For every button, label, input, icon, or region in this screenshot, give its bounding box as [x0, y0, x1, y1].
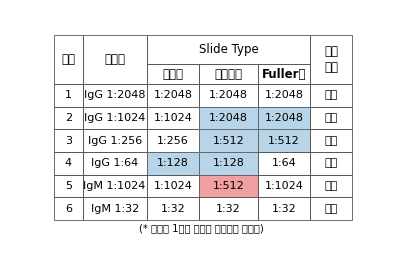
- Bar: [257, 129, 310, 152]
- Bar: [83, 107, 147, 129]
- Bar: [310, 175, 352, 197]
- Bar: [199, 107, 257, 129]
- Text: 합격: 합격: [325, 113, 338, 123]
- Bar: [147, 175, 199, 197]
- Text: (* 항체가 1단계 차이는 합격으로 판정함): (* 항체가 1단계 차이는 합격으로 판정함): [139, 223, 264, 233]
- Text: 1:512: 1:512: [213, 136, 244, 146]
- Text: 4: 4: [65, 158, 72, 168]
- Text: 1:2048: 1:2048: [264, 91, 303, 100]
- Bar: [199, 84, 257, 107]
- Bar: [257, 129, 310, 152]
- Bar: [83, 197, 147, 220]
- Text: 합격: 합격: [325, 181, 338, 191]
- Text: 3: 3: [65, 136, 72, 146]
- Bar: [199, 152, 257, 175]
- Text: 5: 5: [65, 181, 72, 191]
- Text: 합격: 합격: [325, 91, 338, 100]
- Text: 1:2048: 1:2048: [264, 113, 303, 123]
- Bar: [199, 129, 257, 152]
- Bar: [199, 64, 257, 84]
- Text: Fuller사: Fuller사: [262, 68, 306, 81]
- Bar: [310, 152, 352, 175]
- Text: 2: 2: [65, 113, 72, 123]
- Bar: [199, 175, 257, 197]
- Bar: [147, 35, 310, 64]
- Text: IgG 1:1024: IgG 1:1024: [84, 113, 145, 123]
- Text: 1:1024: 1:1024: [264, 181, 303, 191]
- Bar: [257, 152, 310, 175]
- Bar: [199, 107, 257, 129]
- Text: 합격: 합격: [325, 158, 338, 168]
- Bar: [310, 129, 352, 152]
- Bar: [83, 152, 147, 175]
- Bar: [310, 84, 352, 107]
- Bar: [257, 107, 310, 129]
- Bar: [83, 129, 147, 152]
- Bar: [147, 129, 199, 152]
- Text: 항체가: 항체가: [104, 53, 125, 66]
- Bar: [54, 152, 83, 175]
- Bar: [199, 197, 257, 220]
- Text: 감염세포: 감염세포: [215, 68, 242, 81]
- Text: Slide Type: Slide Type: [198, 43, 258, 56]
- Text: 1:2048: 1:2048: [209, 91, 248, 100]
- Bar: [257, 175, 310, 197]
- Bar: [54, 197, 83, 220]
- Bar: [147, 84, 199, 107]
- Text: 1:64: 1:64: [272, 158, 296, 168]
- Bar: [257, 107, 310, 129]
- Bar: [257, 64, 310, 84]
- Text: 1:256: 1:256: [157, 136, 189, 146]
- Text: 1:512: 1:512: [268, 136, 300, 146]
- Bar: [147, 107, 199, 129]
- Text: 1:2048: 1:2048: [209, 113, 248, 123]
- Text: 1:1024: 1:1024: [154, 181, 192, 191]
- Text: 합격: 합격: [325, 136, 338, 146]
- Bar: [54, 84, 83, 107]
- Bar: [54, 107, 83, 129]
- Bar: [147, 64, 199, 84]
- Text: 1:128: 1:128: [213, 158, 244, 168]
- Text: 1:1024: 1:1024: [154, 113, 192, 123]
- Bar: [310, 107, 352, 129]
- Text: IgG 1:64: IgG 1:64: [91, 158, 138, 168]
- Text: IgG 1:2048: IgG 1:2048: [84, 91, 145, 100]
- Bar: [199, 129, 257, 152]
- Bar: [83, 35, 147, 84]
- Bar: [147, 152, 199, 175]
- Text: 1:32: 1:32: [272, 204, 296, 214]
- Bar: [83, 175, 147, 197]
- Text: 항원액: 항원액: [162, 68, 184, 81]
- Bar: [147, 152, 199, 175]
- Bar: [83, 84, 147, 107]
- Bar: [310, 197, 352, 220]
- Text: 합격
여부: 합격 여부: [324, 45, 338, 74]
- Text: 1:2048: 1:2048: [153, 91, 193, 100]
- Bar: [54, 35, 83, 84]
- Text: IgM 1:1024: IgM 1:1024: [83, 181, 146, 191]
- Text: 1:32: 1:32: [216, 204, 241, 214]
- Text: 1:128: 1:128: [157, 158, 189, 168]
- Bar: [147, 197, 199, 220]
- Bar: [199, 175, 257, 197]
- Text: 1: 1: [65, 91, 72, 100]
- Bar: [257, 197, 310, 220]
- Bar: [199, 152, 257, 175]
- Text: 검체: 검체: [61, 53, 75, 66]
- Text: IgM 1:32: IgM 1:32: [90, 204, 139, 214]
- Text: 1:32: 1:32: [160, 204, 185, 214]
- Text: 1:512: 1:512: [213, 181, 244, 191]
- Bar: [257, 84, 310, 107]
- Text: 합격: 합격: [325, 204, 338, 214]
- Text: IgG 1:256: IgG 1:256: [88, 136, 142, 146]
- Bar: [54, 175, 83, 197]
- Bar: [54, 129, 83, 152]
- Bar: [310, 35, 352, 84]
- Text: 6: 6: [65, 204, 72, 214]
